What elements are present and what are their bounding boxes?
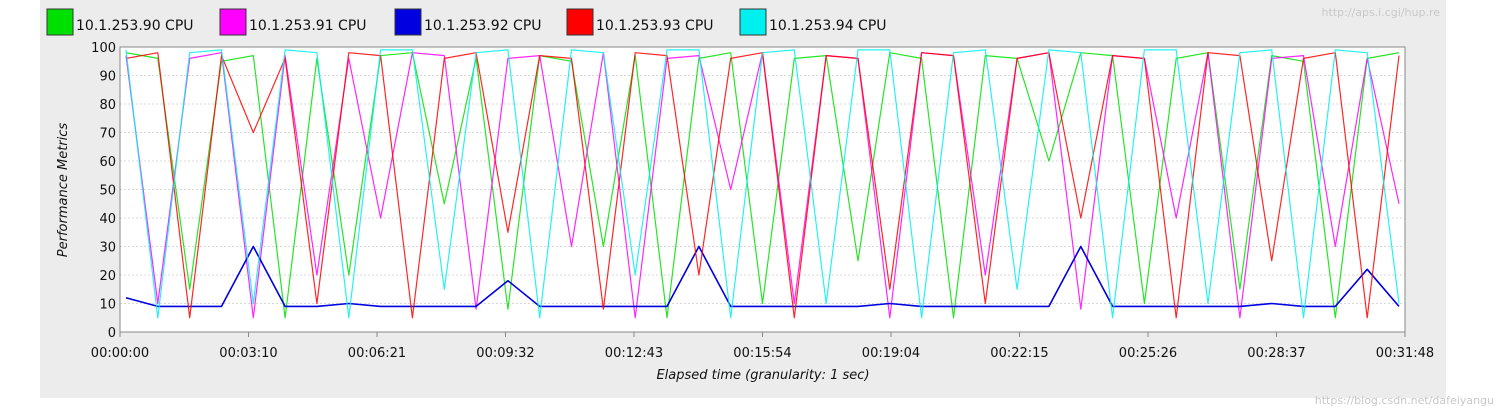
legend-label-3: 10.1.253.93 CPU: [596, 18, 714, 34]
legend-swatch-2: [394, 8, 422, 36]
x-tick-label: 00:12:43: [605, 346, 663, 361]
legend-swatch-4: [739, 8, 767, 36]
x-axis-ticks: 00:00:00 00:03:10 00:06:21 00:09:32 00:12:43…: [91, 332, 1434, 361]
legend-label-2: 10.1.253.92 CPU: [424, 18, 542, 34]
x-tick-label: 00:03:10: [219, 346, 277, 361]
legend-swatch-0: [46, 8, 74, 36]
x-tick-label: 00:28:37: [1247, 346, 1305, 361]
x-axis-label: Elapsed time (granularity: 1 sec): [656, 368, 869, 383]
x-tick-label: 00:25:26: [1119, 346, 1177, 361]
plot-area: [120, 47, 1405, 332]
y-tick-label: 80: [99, 98, 116, 113]
y-tick-label: 10: [99, 298, 116, 313]
x-tick-label: 00:19:04: [862, 346, 920, 361]
x-tick-label: 00:15:54: [733, 346, 791, 361]
y-tick-label: 50: [99, 184, 116, 199]
x-tick-label: 00:06:21: [348, 346, 406, 361]
watermark-bottom-right: https://blog.csdn.net/dafeiyangu: [1315, 394, 1494, 407]
legend: 10.1.253.90 CPU 10.1.253.91 CPU 10.1.253.9…: [46, 8, 887, 36]
y-tick-label: 20: [99, 269, 116, 284]
y-axis-ticks: 0 10 20 30 40 50 60 70 80 90 100: [91, 41, 116, 341]
y-axis-label: Performance Metrics: [56, 123, 71, 258]
legend-label-0: 10.1.253.90 CPU: [76, 18, 194, 34]
legend-swatch-1: [219, 8, 247, 36]
series-layer: [125, 49, 1400, 319]
legend-label-4: 10.1.253.94 CPU: [769, 18, 887, 34]
series-line-0: [125, 52, 1400, 319]
y-tick-label: 60: [99, 155, 116, 170]
y-tick-label: 70: [99, 127, 116, 142]
x-tick-label: 00:31:48: [1376, 346, 1434, 361]
y-tick-label: 40: [99, 212, 116, 227]
series-line-4: [125, 49, 1400, 319]
y-tick-label: 90: [99, 70, 116, 85]
y-tick-label: 30: [99, 241, 116, 256]
y-tick-label: 0: [108, 326, 116, 341]
legend-label-1: 10.1.253.91 CPU: [249, 18, 367, 34]
watermark-top-right: http://aps.i.cgi/hup.re: [1322, 6, 1441, 19]
x-tick-label: 00:00:00: [91, 346, 149, 361]
x-tick-label: 00:09:32: [476, 346, 534, 361]
legend-swatch-3: [566, 8, 594, 36]
series-line-2: [125, 245, 1400, 308]
y-tick-label: 100: [91, 41, 116, 56]
x-tick-label: 00:22:15: [990, 346, 1048, 361]
